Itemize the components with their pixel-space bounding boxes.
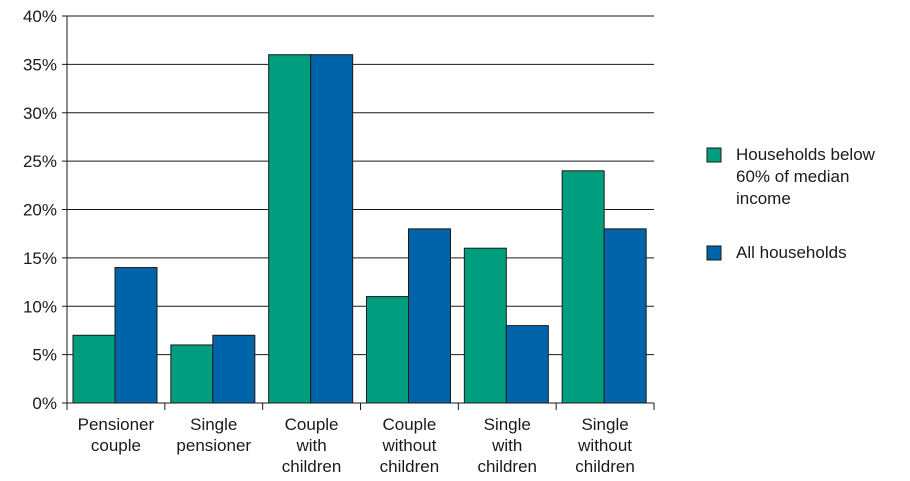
bar-all-households	[212, 334, 256, 404]
y-tick-label: 20%	[23, 201, 57, 220]
y-tick-label: 10%	[23, 297, 57, 316]
category-label: Single pensioner	[176, 415, 251, 455]
bar-all-households	[408, 228, 451, 404]
y-tick-label: 40%	[23, 7, 57, 26]
axes	[62, 15, 655, 410]
bar-all-households	[603, 228, 647, 404]
category-label: Single without children	[575, 415, 635, 476]
y-tick-label: 25%	[23, 152, 57, 171]
y-tick-label: 35%	[23, 55, 57, 74]
legend-swatch	[706, 147, 722, 163]
bar-all-households	[505, 325, 549, 404]
y-tick-label: 5%	[32, 346, 57, 365]
y-tick-label: 15%	[23, 249, 57, 268]
bar-below-60	[366, 296, 409, 404]
bar-below-60	[72, 334, 116, 404]
legend-label: All households	[736, 243, 847, 262]
bar-below-60	[463, 247, 507, 404]
bars	[72, 54, 647, 404]
legend-swatch	[706, 245, 722, 261]
category-label: Pensioner couple	[78, 415, 155, 455]
y-tick-label: 0%	[32, 394, 57, 413]
bar-all-households	[310, 54, 354, 404]
gridlines	[67, 15, 654, 356]
bar-below-60	[170, 344, 214, 404]
category-label: Couple with children	[282, 415, 342, 476]
category-label: Single with children	[477, 415, 537, 476]
category-labels: Pensioner couple Single pensioner Couple with…	[78, 415, 635, 476]
y-tick-labels: 0% 5% 10% 15% 20% 25% 30% 35% 40%	[23, 7, 57, 413]
category-label: Couple without children	[380, 415, 440, 476]
y-tick-label: 30%	[23, 104, 57, 123]
legend: Households below 60% of median income All h…	[706, 145, 876, 262]
legend-label: Households below 60% of median income	[736, 145, 876, 208]
bar-below-60	[268, 54, 312, 404]
bar-all-households	[114, 267, 158, 404]
bar-below-60	[561, 170, 605, 404]
